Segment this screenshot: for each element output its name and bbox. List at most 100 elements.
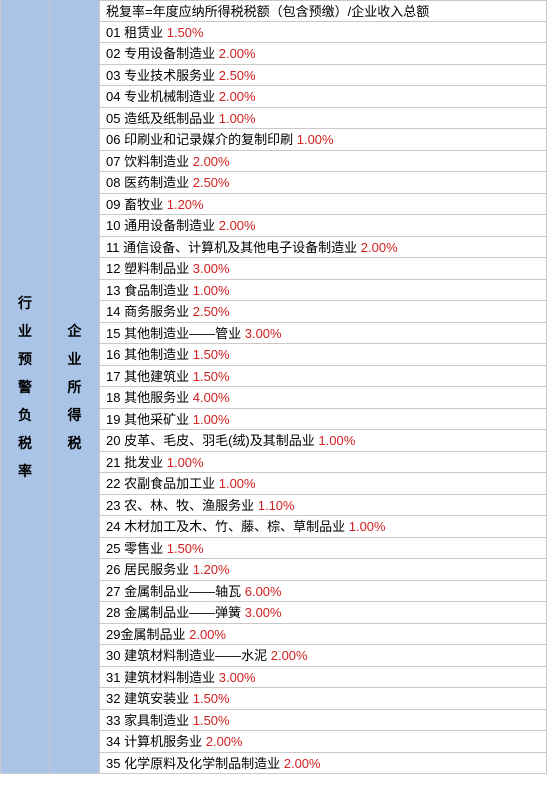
tax-rate: 2.00%	[206, 734, 243, 749]
industry-row: 13 食品制造业 1.00%	[100, 280, 547, 302]
row-index: 03	[106, 68, 120, 83]
tax-rate: 2.50%	[193, 175, 230, 190]
row-index: 26	[106, 562, 120, 577]
tax-rate: 1.10%	[258, 498, 295, 513]
industry-row: 19 其他采矿业 1.00%	[100, 409, 547, 431]
tax-rate: 1.50%	[167, 25, 204, 40]
industry-name: 居民服务业	[124, 562, 189, 577]
row-index: 27	[106, 584, 120, 599]
row-index: 14	[106, 304, 120, 319]
industry-name: 批发业	[124, 455, 163, 470]
industry-name: 其他制造业——管业	[124, 326, 241, 341]
row-index: 25	[106, 541, 120, 556]
industry-row: 01 租赁业 1.50%	[100, 22, 547, 44]
row-index: 32	[106, 691, 120, 706]
industry-name: 印刷业和记录媒介的复制印刷	[124, 132, 293, 147]
industry-name: 建筑安装业	[124, 691, 189, 706]
industry-row: 10 通用设备制造业 2.00%	[100, 215, 547, 237]
row-index: 16	[106, 347, 120, 362]
industry-name: 通用设备制造业	[124, 218, 215, 233]
tax-rate: 2.00%	[219, 46, 256, 61]
tax-rate: 1.20%	[193, 562, 230, 577]
row-index: 22	[106, 476, 120, 491]
industry-name: 农、林、牧、渔服务业	[124, 498, 254, 513]
tax-rate: 4.00%	[193, 390, 230, 405]
industry-name: 木材加工及木、竹、藤、棕、草制品业	[124, 519, 345, 534]
industry-name: 专用设备制造业	[124, 46, 215, 61]
row-index: 19	[106, 412, 120, 427]
tax-rate: 3.00%	[245, 605, 282, 620]
tax-rate: 3.00%	[245, 326, 282, 341]
left-vertical-label: 行业预警负税率	[14, 285, 36, 489]
industry-name: 其他建筑业	[124, 369, 189, 384]
mid-vertical-label: 企业所得税	[64, 313, 86, 461]
tax-rate: 1.00%	[193, 412, 230, 427]
category-header-mid: 企业所得税	[50, 0, 100, 774]
tax-rate: 1.50%	[193, 691, 230, 706]
row-index: 06	[106, 132, 120, 147]
tax-rate: 1.00%	[193, 283, 230, 298]
industry-name: 其他服务业	[124, 390, 189, 405]
industry-row: 20 皮革、毛皮、羽毛(绒)及其制品业 1.00%	[100, 430, 547, 452]
tax-rate-table: 行业预警负税率 企业所得税 税复率=年度应纳所得税税额（包含预缴）/企业收入总额…	[0, 0, 547, 774]
tax-rate: 1.00%	[318, 433, 355, 448]
industry-row: 17 其他建筑业 1.50%	[100, 366, 547, 388]
industry-name: 金属制品业——弹簧	[124, 605, 241, 620]
formula-header-row: 税复率=年度应纳所得税税额（包含预缴）/企业收入总额	[100, 0, 547, 22]
industry-name: 皮革、毛皮、羽毛(绒)及其制品业	[124, 433, 315, 448]
row-index: 13	[106, 283, 120, 298]
industry-name: 金属制品业——轴瓦	[124, 584, 241, 599]
row-index: 17	[106, 369, 120, 384]
industry-name: 医药制造业	[124, 175, 189, 190]
industry-name: 租赁业	[124, 25, 163, 40]
tax-rate: 1.00%	[219, 476, 256, 491]
row-index: 10	[106, 218, 120, 233]
industry-row: 15 其他制造业——管业 3.00%	[100, 323, 547, 345]
tax-rate: 1.50%	[193, 369, 230, 384]
industry-name: 家具制造业	[124, 713, 189, 728]
row-index: 07	[106, 154, 120, 169]
row-index: 08	[106, 175, 120, 190]
row-index: 12	[106, 261, 120, 276]
industry-name: 其他采矿业	[124, 412, 189, 427]
tax-rate: 1.00%	[297, 132, 334, 147]
industry-row: 06 印刷业和记录媒介的复制印刷 1.00%	[100, 129, 547, 151]
row-index: 21	[106, 455, 120, 470]
industry-row: 29金属制品业 2.00%	[100, 624, 547, 646]
tax-rate: 2.00%	[219, 89, 256, 104]
row-index: 20	[106, 433, 120, 448]
tax-rate: 1.50%	[167, 541, 204, 556]
industry-row: 03 专业技术服务业 2.50%	[100, 65, 547, 87]
tax-rate: 2.00%	[361, 240, 398, 255]
row-index: 11	[106, 240, 120, 255]
row-index: 09	[106, 197, 120, 212]
tax-rate: 2.00%	[284, 756, 321, 771]
industry-name: 饮料制造业	[124, 154, 189, 169]
industry-row: 07 饮料制造业 2.00%	[100, 151, 547, 173]
industry-row: 04 专业机械制造业 2.00%	[100, 86, 547, 108]
industry-row: 21 批发业 1.00%	[100, 452, 547, 474]
industry-row: 11 通信设备、计算机及其他电子设备制造业 2.00%	[100, 237, 547, 259]
industry-name: 畜牧业	[124, 197, 163, 212]
industry-name: 建筑材料制造业	[124, 670, 215, 685]
row-index: 15	[106, 326, 120, 341]
industry-name: 专业技术服务业	[124, 68, 215, 83]
tax-rate: 1.00%	[349, 519, 386, 534]
industry-row: 26 居民服务业 1.20%	[100, 559, 547, 581]
industry-row: 23 农、林、牧、渔服务业 1.10%	[100, 495, 547, 517]
industry-row: 25 零售业 1.50%	[100, 538, 547, 560]
industry-name: 建筑材料制造业——水泥	[124, 648, 267, 663]
industry-name: 金属制品业	[120, 627, 185, 642]
rate-rows-container: 税复率=年度应纳所得税税额（包含预缴）/企业收入总额01 租赁业 1.50%02…	[100, 0, 547, 774]
tax-rate: 1.00%	[167, 455, 204, 470]
tax-rate: 1.50%	[193, 713, 230, 728]
row-index: 30	[106, 648, 120, 663]
industry-name: 商务服务业	[124, 304, 189, 319]
industry-name: 化学原料及化学制品制造业	[124, 756, 280, 771]
industry-row: 09 畜牧业 1.20%	[100, 194, 547, 216]
industry-row: 05 造纸及纸制品业 1.00%	[100, 108, 547, 130]
industry-name: 造纸及纸制品业	[124, 111, 215, 126]
row-index: 24	[106, 519, 120, 534]
industry-row: 30 建筑材料制造业——水泥 2.00%	[100, 645, 547, 667]
industry-row: 22 农副食品加工业 1.00%	[100, 473, 547, 495]
